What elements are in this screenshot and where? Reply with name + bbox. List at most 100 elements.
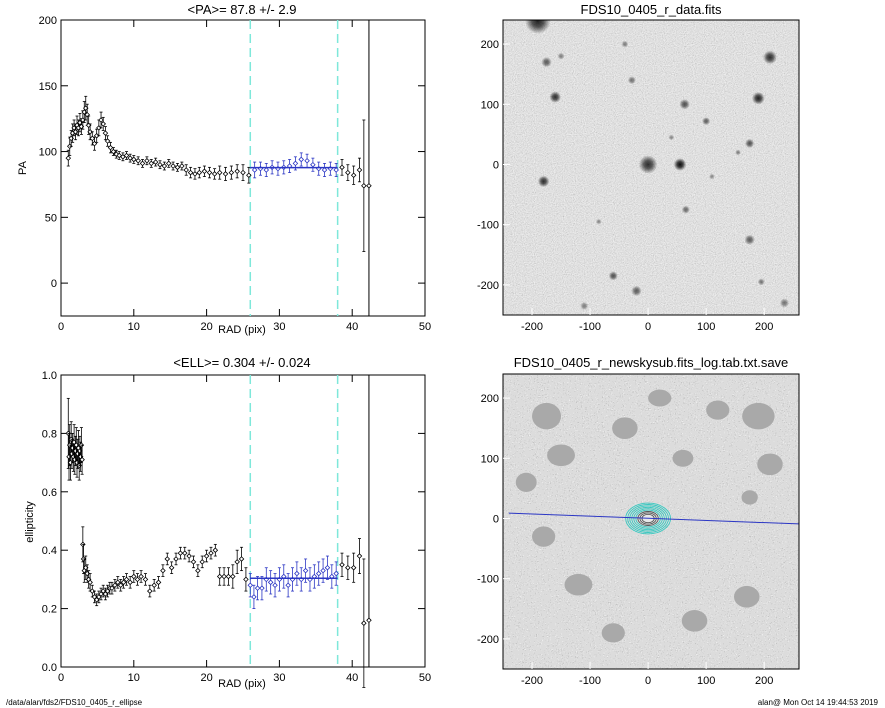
data-image-xtick-label: -200 (521, 321, 543, 333)
pa-point (91, 140, 98, 147)
pa-plot-area: 0 10 20 30 40 50 0 50 100 150 200 (39, 15, 431, 333)
mask-region (532, 526, 556, 547)
pa-xtick-label: 0 (58, 321, 64, 333)
pa-xtick-label: 10 (128, 321, 140, 333)
ell-point (272, 582, 278, 589)
ell-point (285, 582, 291, 589)
ell-point (109, 585, 115, 591)
pa-point (131, 156, 137, 163)
ell-point (238, 556, 245, 562)
source-blob (744, 234, 755, 245)
data-image-xtick-label: 0 (645, 321, 651, 333)
source-blob (779, 298, 790, 308)
ell-point (361, 620, 367, 626)
mask-region (515, 472, 537, 492)
data-image-ytick-label: -100 (477, 220, 499, 232)
pa-xtick-label: 30 (273, 321, 285, 333)
ell-point (320, 567, 326, 574)
source-blob (751, 91, 765, 105)
ell-point (294, 570, 300, 577)
ell-point (230, 573, 236, 580)
ell-point (254, 585, 261, 591)
mask-region (757, 453, 783, 476)
pa-point (240, 169, 246, 176)
data-image-xtick-label: 100 (697, 321, 715, 333)
ell-xtick-label: 10 (128, 672, 140, 684)
ell-point (177, 550, 184, 556)
ell-point (251, 594, 257, 600)
pa-xlabel: RAD (pix) (218, 324, 266, 336)
ell-point (216, 573, 223, 580)
source-blob (537, 175, 550, 188)
residual-image-ytick-label: -100 (477, 574, 499, 586)
source-blob (679, 99, 690, 110)
footer-path: /data/alan/fds2/FDS10_0405_r_ellipse (6, 698, 143, 707)
pa-ytick-label: 100 (39, 147, 57, 159)
pa-direction-line (508, 512, 799, 525)
ell-point (117, 582, 124, 589)
mask-region (681, 610, 708, 632)
ell-point (350, 564, 357, 571)
ell-xtick-label: 30 (273, 672, 285, 684)
ell-point (221, 573, 227, 580)
data-image-title: FDS10_0405_r_data.fits (581, 2, 722, 17)
pa-xtick-label: 20 (200, 321, 212, 333)
pa-point (102, 130, 109, 136)
residual-image-xtick-label: -100 (579, 675, 601, 687)
data-image-xtick-label: -100 (579, 321, 601, 333)
ell-point (247, 582, 254, 589)
source-blob (681, 205, 690, 214)
data-image-xtick-label: 200 (755, 321, 773, 333)
source-blob (549, 91, 562, 103)
ellipticity-profile-panel: <ELL>= 0.304 +/- 0.024 0 10 20 30 40 50 0.0 0.2… (24, 355, 431, 690)
ell-point (87, 579, 93, 586)
mask-region (648, 389, 672, 407)
ell-ytick-label: 1.0 (42, 370, 57, 382)
source-blob (735, 149, 741, 156)
ell-point (208, 550, 214, 556)
data-image-ytick-label: 100 (481, 99, 499, 111)
source-blob (557, 52, 565, 60)
pa-point (216, 169, 223, 176)
pa-point (104, 138, 111, 144)
data-image-ytick-label: -200 (477, 280, 499, 292)
ell-point (134, 576, 141, 583)
pa-profile-panel: <PA>= 87.8 +/- 2.9 0 10 20 30 40 50 0 50 100 150 2… (17, 2, 431, 336)
pa-point (135, 157, 141, 164)
pa-point (321, 167, 328, 173)
ell-point (138, 573, 144, 580)
pa-point (298, 156, 305, 163)
source-layer (525, 20, 790, 311)
pa-point (183, 167, 189, 173)
ell-point (203, 553, 210, 559)
source-blob (638, 155, 658, 174)
data-image-ytick-label: 0 (493, 159, 499, 171)
mask-region (706, 400, 730, 420)
pa-point (310, 161, 316, 168)
pa-point (170, 163, 176, 169)
residual-image-ytick-label: 0 (493, 513, 499, 525)
ell-point (155, 579, 162, 586)
ell-title: <ELL>= 0.304 +/- 0.024 (173, 355, 310, 370)
ell-point (123, 576, 130, 583)
residual-image-ytick-label: 100 (481, 453, 499, 465)
mask-region (612, 417, 638, 440)
ell-xtick-label: 20 (200, 672, 212, 684)
ell-point (181, 550, 188, 556)
pa-point (161, 163, 168, 169)
mask-region (547, 444, 575, 467)
residual-image-ytick-label: 200 (481, 393, 499, 405)
ell-point (142, 576, 149, 583)
data-image-axes: -200 -100 0 100 200 -200 -100 0 100 200 (477, 19, 800, 333)
pa-point (139, 160, 146, 167)
pa-frame (60, 19, 426, 317)
ell-point (234, 559, 240, 565)
residual-image-frame (502, 373, 800, 670)
ell-point (259, 585, 265, 591)
pa-point (157, 161, 163, 168)
pa-xtick-label: 40 (346, 321, 358, 333)
source-blob (757, 278, 765, 286)
pa-point (292, 160, 299, 167)
source-blob (608, 271, 618, 281)
